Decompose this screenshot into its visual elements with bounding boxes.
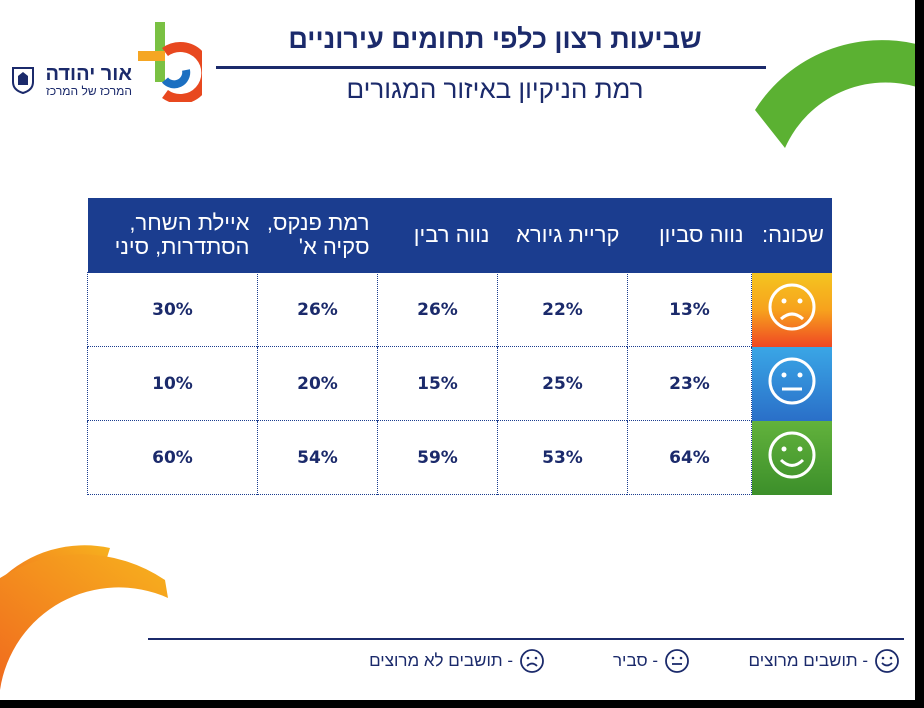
legend-item-neutral: - סביר [613,648,690,674]
table-cell: 20% [257,346,378,421]
face-cell [751,346,832,421]
table-cell: 60% [87,420,258,495]
logo-text: אור יהודה המרכז של המרכז [45,64,132,98]
neutral-face-icon [768,357,816,404]
page-subtitle: רמת הניקיון באיזור המגורים [346,74,644,104]
column-header: רמת פנקס, סקיה א' [257,198,378,273]
legend-divider [148,638,904,640]
table-cell: 13% [627,272,752,347]
logo-tagline: המרכז של המרכז [46,84,132,98]
legend-label: - תושבים מרוצים [748,651,869,670]
legend-label: - סביר [612,651,658,670]
neutral-face-icon [665,649,689,673]
table-cell: 25% [497,346,628,421]
table-header-row: שכונה: נווה סביון קריית גיורא נווה רבין … [87,198,832,273]
face-cell [751,272,832,347]
city-emblem-icon [12,67,34,94]
table-cell: 30% [87,272,258,347]
column-header: קריית גיורא [497,198,628,273]
sad-face-icon [520,649,544,673]
green-arc-decoration [755,40,915,148]
title-divider [216,66,766,69]
table-row: 64% 53% 59% 54% 60% [87,420,832,495]
happy-face-icon [768,431,816,478]
corner-label: שכונה: [751,198,832,273]
legend-item-happy: - תושבים מרוצים [749,648,901,674]
orange-arc-decoration [0,545,168,690]
table-cell: 10% [87,346,258,421]
slide: אור יהודה המרכז של המרכז שביעות רצון כלפ… [0,0,915,700]
sad-face-icon [768,283,816,330]
happy-face-icon [875,649,899,673]
legend-item-sad: - תושבים לא מרוצים [369,648,545,674]
city-logo: אור יהודה המרכז של המרכז [10,22,202,104]
table-cell: 22% [497,272,628,347]
table-cell: 26% [377,272,498,347]
column-header: איילת השחר, הסתדרות, סיני [87,198,258,273]
table-cell: 59% [377,420,498,495]
table-cell: 26% [257,272,378,347]
table-cell: 54% [257,420,378,495]
page-title: שביעות רצון כלפי תחומים עירוניים [288,24,702,54]
column-header: נווה סביון [627,198,752,273]
logo-name: אור יהודה [45,63,132,85]
table-cell: 64% [627,420,752,495]
table-row: 13% 22% 26% 26% 30% [87,272,832,347]
satisfaction-table: שכונה: נווה סביון קריית גיורא נווה רבין … [87,198,832,495]
table-cell: 23% [627,346,752,421]
legend-label: - תושבים לא מרוצים [369,651,513,670]
face-cell [751,420,832,495]
table-row: 23% 25% 15% 20% 10% [87,346,832,421]
table-cell: 53% [497,420,628,495]
city-mark-icon [138,22,202,102]
table-cell: 15% [377,346,498,421]
column-header: נווה רבין [377,198,498,273]
